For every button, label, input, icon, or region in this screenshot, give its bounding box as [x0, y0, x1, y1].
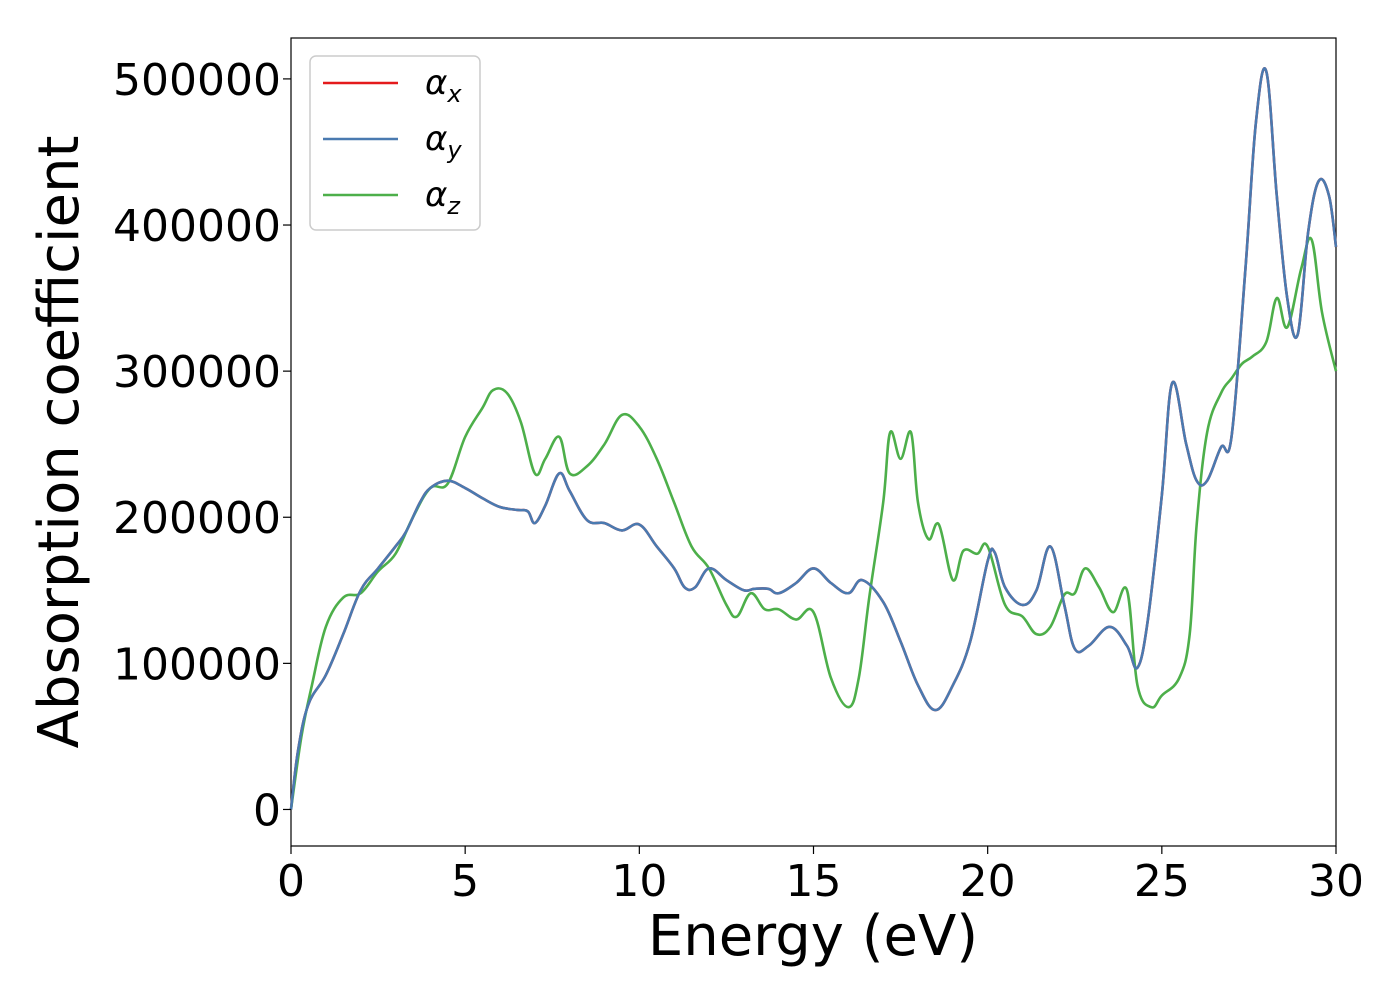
x-tick-label: 30 [1308, 856, 1364, 907]
x-tick-label: 15 [786, 856, 842, 907]
y-tick-label: 300000 [113, 347, 281, 398]
x-tick-label: 0 [277, 856, 305, 907]
y-axis-label: Absorption coefficient [27, 136, 92, 749]
y-tick-label: 400000 [113, 201, 281, 252]
x-tick-label: 20 [960, 856, 1016, 907]
x-tick-label: 10 [611, 856, 667, 907]
x-axis-ticks: 0 5 10 15 20 25 30 [277, 846, 1364, 907]
y-axis-ticks: 0 100000 200000 300000 400000 500000 [113, 55, 291, 836]
legend-box [309, 55, 481, 231]
y-tick-label: 200000 [113, 493, 281, 544]
x-axis-label: Energy (eV) [648, 904, 978, 969]
series-layer [289, 67, 1338, 810]
x-tick-label: 25 [1134, 856, 1190, 907]
series-line-z [289, 236, 1338, 810]
y-tick-label: 100000 [113, 639, 281, 690]
y-tick-label: 0 [253, 785, 281, 836]
x-tick-label: 5 [451, 856, 479, 907]
y-tick-label: 500000 [113, 55, 281, 106]
series-line-y [289, 67, 1338, 810]
